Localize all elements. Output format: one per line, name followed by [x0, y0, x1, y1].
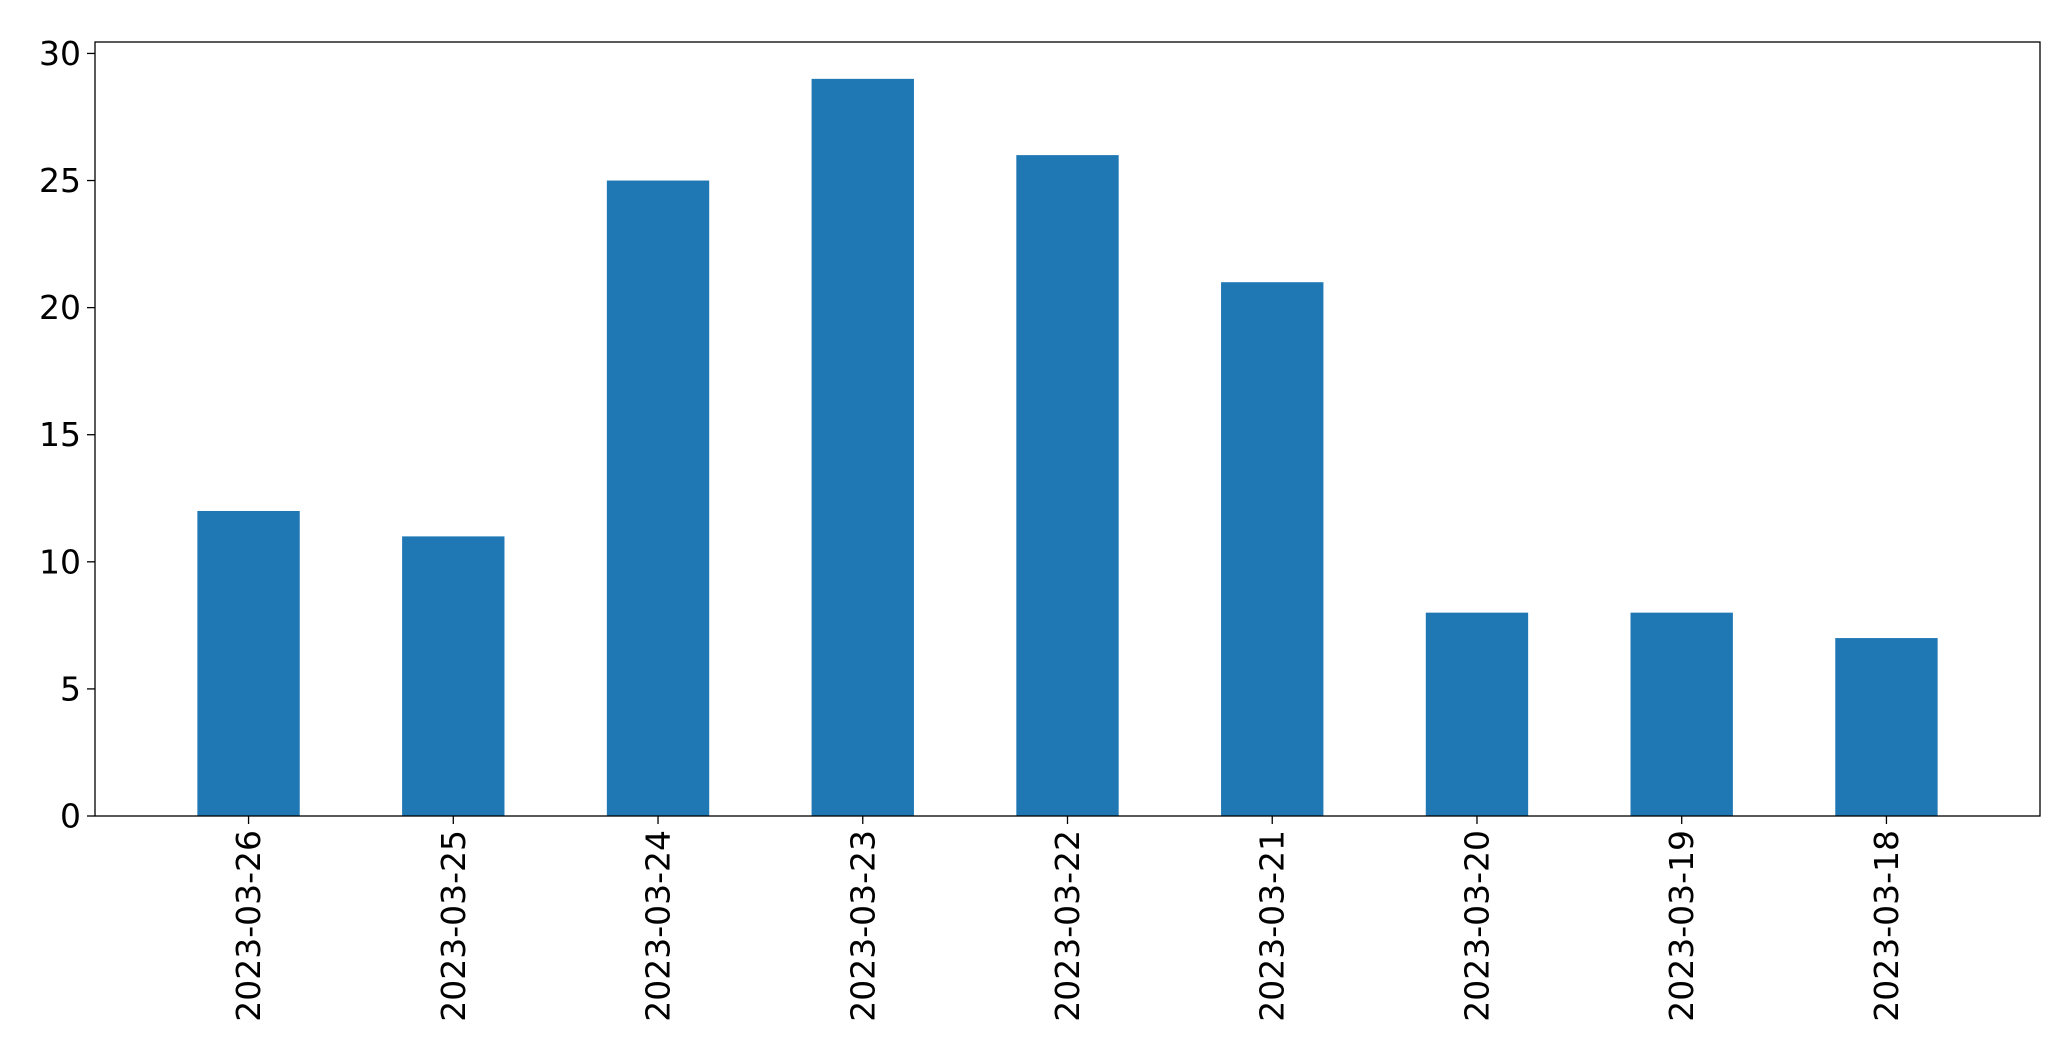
y-tick-label: 20 [39, 288, 81, 327]
x-tick-label: 2023-03-23 [843, 830, 882, 1022]
bar [402, 536, 505, 816]
bar [1630, 612, 1733, 816]
x-tick-label: 2023-03-22 [1048, 830, 1087, 1022]
x-tick-label: 2023-03-21 [1253, 830, 1292, 1022]
y-tick-label: 10 [39, 542, 81, 581]
x-tick-label: 2023-03-24 [639, 830, 678, 1022]
y-tick-label: 30 [39, 34, 81, 73]
x-tick-label: 2023-03-18 [1867, 830, 1906, 1022]
y-tick-label: 15 [39, 415, 81, 454]
bar [1016, 155, 1119, 817]
bar [1835, 638, 1938, 816]
x-tick-label: 2023-03-19 [1662, 830, 1701, 1022]
x-tick-label: 2023-03-20 [1457, 830, 1496, 1022]
x-tick-label: 2023-03-25 [434, 830, 473, 1022]
bar [811, 78, 914, 817]
y-tick-label: 5 [60, 669, 81, 708]
bar [606, 180, 710, 817]
x-axis: 2023-03-26 2023-03-25 2023-03-24 2023-03-23… [229, 816, 1906, 1022]
bars-group [197, 78, 1938, 817]
y-axis: 0 5 10 15 20 25 30 [39, 34, 95, 836]
y-tick-label: 0 [60, 797, 81, 836]
bar [1221, 282, 1324, 816]
x-tick-label: 2023-03-26 [229, 830, 268, 1022]
bar [197, 510, 300, 816]
plot-frame [94, 41, 2041, 817]
y-tick-label: 25 [39, 161, 81, 200]
bar [1425, 612, 1529, 816]
